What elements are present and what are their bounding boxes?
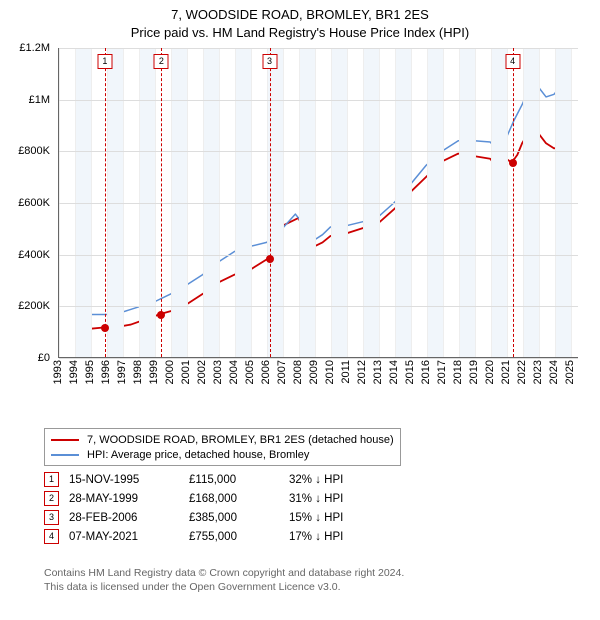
x-tick-label: 2023: [532, 360, 544, 384]
footer: Contains HM Land Registry data © Crown c…: [44, 566, 404, 594]
x-tick-label: 2017: [436, 360, 448, 384]
x-tick-label: 2000: [164, 360, 176, 384]
event-row: 4 07-MAY-2021£755,00017% ↓ HPI: [44, 527, 353, 546]
chart-container: 7, WOODSIDE ROAD, BROMLEY, BR1 2ES Price…: [0, 0, 600, 620]
down-arrow-icon: ↓: [315, 493, 321, 505]
x-tick-label: 2016: [420, 360, 432, 384]
x-tick-label: 2011: [340, 360, 352, 384]
x-tick-label: 2003: [212, 360, 224, 384]
event-marker-box: 1: [97, 54, 112, 69]
legend: 7, WOODSIDE ROAD, BROMLEY, BR1 2ES (deta…: [44, 428, 401, 466]
y-gridline: [59, 306, 578, 307]
y-gridline: [59, 358, 578, 359]
plot-region: 1 2 3 4: [58, 48, 578, 358]
x-tick-label: 2006: [260, 360, 272, 384]
x-tick-label: 2021: [500, 360, 512, 384]
y-tick-label: £800K: [18, 145, 50, 157]
y-tick-label: £400K: [18, 249, 50, 261]
y-tick-label: £1M: [29, 94, 50, 106]
event-delta: 15% ↓ HPI: [289, 508, 353, 527]
event-marker-box: 4: [505, 54, 520, 69]
y-gridline: [59, 255, 578, 256]
event-date: 28-MAY-1999: [69, 489, 189, 508]
event-delta: 32% ↓ HPI: [289, 470, 353, 489]
x-tick-label: 1997: [116, 360, 128, 384]
x-tick-label: 2014: [388, 360, 400, 384]
x-tick-label: 2020: [484, 360, 496, 384]
event-marker-box: 2: [154, 54, 169, 69]
x-tick-label: 2022: [516, 360, 528, 384]
x-tick-label: 2010: [324, 360, 336, 384]
chart-title-line1: 7, WOODSIDE ROAD, BROMLEY, BR1 2ES: [0, 6, 600, 24]
x-tick-label: 1995: [84, 360, 96, 384]
down-arrow-icon: ↓: [315, 512, 321, 524]
x-tick-label: 2025: [564, 360, 576, 384]
x-tick-label: 1994: [68, 360, 80, 384]
x-tick-label: 2002: [196, 360, 208, 384]
x-tick-label: 2001: [180, 360, 192, 384]
x-tick-label: 1999: [148, 360, 160, 384]
event-date: 15-NOV-1995: [69, 470, 189, 489]
event-delta: 17% ↓ HPI: [289, 527, 353, 546]
event-marker-line: [513, 48, 514, 357]
legend-label: HPI: Average price, detached house, Brom…: [87, 449, 309, 461]
x-tick-label: 2018: [452, 360, 464, 384]
x-tick-label: 2008: [292, 360, 304, 384]
x-tick-label: 2009: [308, 360, 320, 384]
x-tick-label: 2007: [276, 360, 288, 384]
events-table: 1 15-NOV-1995£115,00032% ↓ HPI 2 28-MAY-199…: [44, 470, 353, 546]
x-tick-label: 2024: [548, 360, 560, 384]
chart-area: 1234 £0£200K£400K£600K£800K£1M£1.2M19931…: [10, 48, 590, 418]
event-date: 28-FEB-2006: [69, 508, 189, 527]
y-tick-label: £1.2M: [19, 42, 50, 54]
sale-point: [101, 324, 109, 332]
event-row: 3 28-FEB-2006£385,00015% ↓ HPI: [44, 508, 353, 527]
y-gridline: [59, 151, 578, 152]
legend-item: 7, WOODSIDE ROAD, BROMLEY, BR1 2ES (deta…: [51, 432, 394, 447]
x-tick-label: 2005: [244, 360, 256, 384]
x-tick-label: 1993: [52, 360, 64, 384]
legend-swatch: [51, 454, 79, 456]
event-marker-box: 3: [262, 54, 277, 69]
event-marker-line: [105, 48, 106, 357]
event-row: 1 15-NOV-1995£115,00032% ↓ HPI: [44, 470, 353, 489]
title-block: 7, WOODSIDE ROAD, BROMLEY, BR1 2ES Price…: [0, 0, 600, 41]
footer-line2: This data is licensed under the Open Gov…: [44, 580, 404, 594]
footer-line1: Contains HM Land Registry data © Crown c…: [44, 566, 404, 580]
event-price: £755,000: [189, 527, 289, 546]
x-tick-label: 1998: [132, 360, 144, 384]
x-tick-label: 2012: [356, 360, 368, 384]
event-number-box: 2: [44, 491, 59, 506]
sale-point: [266, 255, 274, 263]
event-date: 07-MAY-2021: [69, 527, 189, 546]
legend-swatch: [51, 439, 79, 441]
x-tick-label: 1996: [100, 360, 112, 384]
legend-item: HPI: Average price, detached house, Brom…: [51, 447, 394, 462]
event-number-box: 3: [44, 510, 59, 525]
x-tick-label: 2013: [372, 360, 384, 384]
y-tick-label: £0: [38, 352, 50, 364]
y-gridline: [59, 100, 578, 101]
down-arrow-icon: ↓: [315, 474, 321, 486]
event-delta: 31% ↓ HPI: [289, 489, 353, 508]
event-price: £385,000: [189, 508, 289, 527]
sale-point: [509, 159, 517, 167]
event-price: £115,000: [189, 470, 289, 489]
sale-point: [157, 311, 165, 319]
y-gridline: [59, 203, 578, 204]
x-tick-label: 2015: [404, 360, 416, 384]
event-marker-line: [270, 48, 271, 357]
y-gridline: [59, 48, 578, 49]
y-tick-label: £600K: [18, 197, 50, 209]
down-arrow-icon: ↓: [315, 531, 321, 543]
event-number-box: 1: [44, 472, 59, 487]
event-number-box: 4: [44, 529, 59, 544]
event-row: 2 28-MAY-1999£168,00031% ↓ HPI: [44, 489, 353, 508]
chart-title-line2: Price paid vs. HM Land Registry's House …: [0, 24, 600, 42]
legend-label: 7, WOODSIDE ROAD, BROMLEY, BR1 2ES (deta…: [87, 434, 394, 446]
x-tick-label: 2004: [228, 360, 240, 384]
y-tick-label: £200K: [18, 300, 50, 312]
event-price: £168,000: [189, 489, 289, 508]
x-tick-label: 2019: [468, 360, 480, 384]
